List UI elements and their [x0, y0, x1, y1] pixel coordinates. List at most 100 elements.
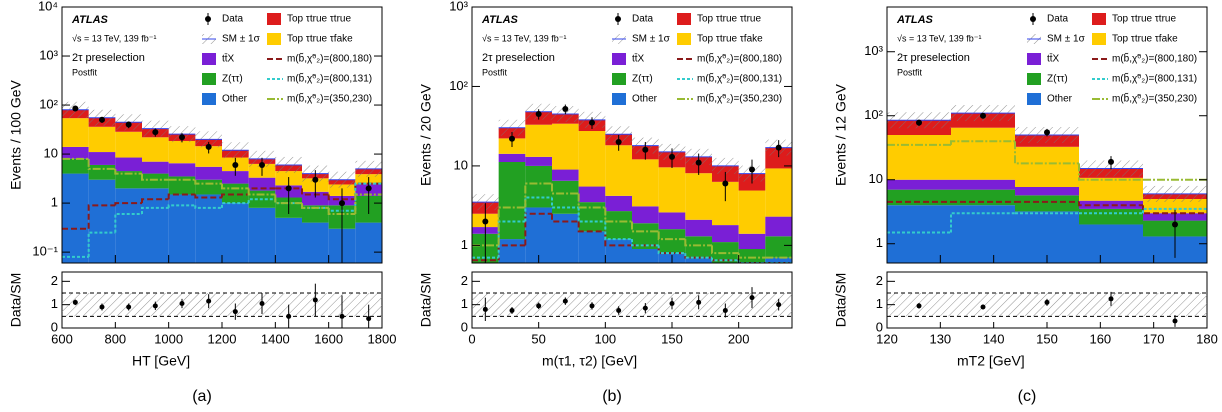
x-tick-label: 180	[1196, 331, 1218, 346]
legend-entry: Top τtrue τtrue	[697, 14, 761, 25]
ratio-point	[776, 302, 782, 308]
stack-segment	[951, 179, 1015, 190]
signal-step	[327, 207, 356, 215]
ratio-point	[509, 308, 515, 313]
data-point	[642, 146, 649, 153]
data-point	[916, 119, 922, 126]
ratio-point	[206, 298, 212, 304]
x-tick-label: 130	[929, 331, 951, 346]
stack-segment	[142, 137, 169, 162]
stack-segment	[62, 146, 89, 159]
stack-segment	[685, 257, 712, 263]
signal-step	[577, 221, 606, 233]
signal-step	[194, 179, 222, 185]
y-tick-label: 10³	[39, 47, 58, 62]
signal-step	[247, 198, 276, 204]
stack-segment	[1079, 177, 1143, 201]
data-point	[232, 161, 239, 168]
legend-swatch	[677, 33, 691, 45]
data-point	[980, 112, 986, 119]
legend-entry: Data	[632, 14, 654, 25]
legend-entry: m(b̃,χ̃⁰₂)=(800,131)	[697, 72, 782, 85]
legend-entry: Z(ττ)	[222, 74, 243, 85]
stack-segment	[62, 173, 89, 263]
stack-segment	[222, 203, 249, 263]
stack-segment	[552, 169, 579, 181]
legend-swatch	[612, 93, 626, 105]
legend-swatch	[1027, 93, 1041, 105]
x-tick-label: 100	[594, 331, 616, 346]
stack-segment	[765, 236, 792, 258]
legend-entry: Top τtrue τfake	[287, 34, 353, 45]
stack-segment	[605, 211, 632, 240]
stack-segment	[275, 217, 302, 263]
legend-entry: SM ± 1σ	[1047, 34, 1086, 45]
stack-segment	[168, 176, 196, 195]
ratio-point	[749, 295, 755, 301]
legend-symbol	[1030, 16, 1036, 22]
stack-segment	[578, 231, 606, 263]
signal-step	[631, 239, 659, 247]
signal-step	[194, 205, 222, 209]
stack-segment	[168, 163, 196, 177]
signal-step	[301, 203, 329, 209]
ratio-point	[1044, 299, 1050, 305]
x-axis-label: m(τ1, τ2) [GeV]	[542, 353, 637, 369]
signal-step	[684, 239, 712, 247]
y-tick-label: 10²	[449, 78, 468, 93]
legend-entry: Other	[1047, 94, 1073, 105]
legend-swatch	[1027, 53, 1041, 65]
signal-step	[1014, 141, 1079, 165]
ratio-point	[99, 304, 105, 310]
legend-entry: SM ± 1σ	[222, 34, 261, 45]
ratio-y-tick-label: 2	[461, 273, 468, 288]
data-point	[285, 185, 292, 192]
data-point	[152, 129, 159, 136]
ratio-point	[339, 313, 345, 319]
signal-step	[524, 196, 552, 222]
stack-segment	[887, 179, 951, 190]
stack-segment	[1079, 208, 1143, 225]
signal-step	[301, 188, 329, 196]
stack-segment	[578, 131, 606, 187]
legend-entry: m(b̃,χ̃⁰₂)=(350,230)	[287, 92, 372, 105]
data-point	[669, 153, 675, 160]
experiment: ATLAS	[896, 14, 934, 26]
legend-entry: m(b̃,χ̃⁰₂)=(800,180)	[287, 52, 372, 65]
x-tick-label: 800	[104, 331, 126, 346]
data-point	[722, 180, 729, 187]
data-point	[259, 161, 265, 168]
ratio-point	[126, 304, 132, 310]
x-axis-label: mT2 [GeV]	[957, 353, 1025, 369]
signal-step	[524, 182, 552, 208]
legend-entry: Data	[1047, 14, 1069, 25]
data-point	[339, 200, 345, 207]
legend-swatch	[1092, 33, 1106, 45]
ratio-point	[536, 303, 542, 309]
legend-entry: SM ± 1σ	[632, 34, 671, 45]
stack-segment	[142, 173, 169, 189]
stack-segment	[142, 161, 169, 174]
ratio-y-label: Data/SM	[8, 273, 24, 327]
signal-step	[711, 245, 739, 255]
signal-step	[87, 158, 116, 170]
signal-step	[551, 213, 579, 223]
stack-segment	[552, 123, 579, 170]
data-point	[535, 111, 542, 118]
ratio-y-tick-label: 2	[51, 273, 58, 288]
ratio-band	[472, 293, 792, 317]
panel-label: (b)	[602, 388, 622, 405]
y-tick-label: 10⁻¹	[32, 244, 58, 259]
stack-segment	[605, 195, 632, 212]
ratio-y-tick-label: 1	[461, 296, 468, 311]
ratio-point	[916, 303, 922, 309]
legend-swatch	[612, 53, 626, 65]
ratio-y-label: Data/SM	[418, 273, 434, 327]
legend-swatch	[202, 93, 216, 105]
y-tick-label: 10³	[449, 0, 468, 13]
data-point	[1044, 129, 1050, 136]
signal-step	[221, 193, 249, 198]
ratio-point	[589, 303, 595, 309]
stack-segment	[951, 205, 1015, 263]
x-tick-label: 140	[983, 331, 1005, 346]
